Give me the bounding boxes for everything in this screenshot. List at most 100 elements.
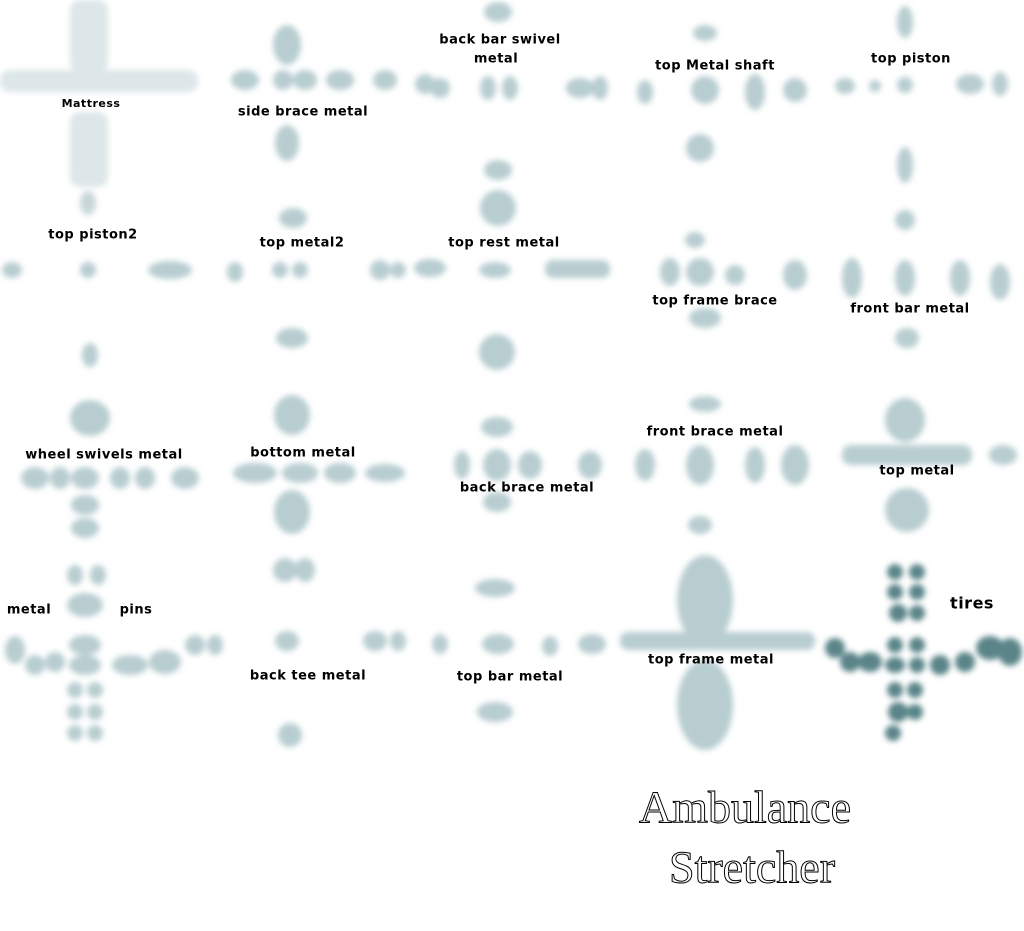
uv-island (688, 516, 712, 534)
uv-island (885, 488, 929, 532)
uv-island (185, 635, 205, 655)
uv-island (620, 632, 815, 650)
uv-island (909, 637, 925, 653)
uv-island (282, 463, 318, 483)
uv-island (326, 70, 354, 90)
uv-island (2, 262, 22, 278)
uv-island (274, 490, 310, 534)
part-label: front brace metal (647, 425, 784, 440)
uv-island (21, 467, 49, 489)
uv-island (930, 655, 950, 675)
uv-island (484, 2, 512, 22)
uv-island (990, 264, 1010, 300)
uv-island (69, 635, 101, 655)
uv-island (955, 652, 975, 672)
part-label: Mattress (62, 97, 121, 110)
uv-island (432, 634, 448, 654)
uv-island (909, 657, 925, 673)
uv-island (67, 704, 83, 720)
part-label: top rest metal (448, 236, 560, 251)
uv-island (897, 6, 913, 38)
uv-island (502, 76, 518, 100)
part-label: back bar swivel (439, 33, 560, 48)
uv-island (689, 396, 721, 412)
labels: Mattress side brace metal back bar swivel m… (7, 33, 994, 685)
uv-island (725, 265, 745, 285)
uv-island (976, 636, 1004, 660)
uv-island (677, 660, 733, 750)
uv-island (171, 467, 199, 489)
uv-island (207, 635, 223, 655)
uv-island (149, 650, 181, 674)
uv-island (67, 593, 103, 617)
uv-island (69, 655, 101, 675)
part-label: wheel swivels metal (25, 448, 182, 463)
uv-island (693, 25, 717, 41)
uv-island (691, 76, 719, 104)
uv-island (950, 260, 970, 296)
uv-island (783, 260, 807, 290)
uv-island (887, 637, 903, 653)
uv-island (745, 74, 765, 110)
uv-island (71, 518, 99, 538)
uv-island (233, 463, 277, 483)
uv-island (231, 70, 259, 90)
uv-island (483, 449, 511, 481)
uv-island (566, 78, 594, 98)
uv-island (480, 76, 496, 100)
uv-island (67, 725, 83, 741)
uv-island (70, 400, 110, 436)
uv-island (87, 682, 103, 698)
uv-island (135, 467, 155, 489)
part-label: top Metal shaft (655, 59, 775, 74)
uv-island (50, 467, 70, 489)
part-label: tires (950, 594, 994, 613)
uv-island (324, 463, 356, 483)
uv-island (869, 80, 881, 92)
uv-island (660, 258, 680, 286)
uv-island (274, 395, 310, 435)
part-label: top frame metal (648, 653, 774, 668)
uv-island (895, 260, 915, 296)
uv-island (909, 584, 925, 600)
uv-island (781, 445, 809, 485)
uv-island (227, 262, 243, 282)
uv-island (475, 579, 515, 597)
uv-island (483, 492, 511, 512)
uv-island (889, 604, 907, 622)
mattress-island (0, 70, 198, 92)
uv-island (840, 652, 860, 672)
part-label: pins (120, 603, 153, 618)
uv-island (542, 636, 558, 656)
uv-island (909, 564, 925, 580)
part-label: top bar metal (457, 670, 563, 685)
uv-island (686, 445, 714, 485)
uv-island (686, 134, 714, 162)
uv-island (87, 725, 103, 741)
uv-island (956, 74, 984, 94)
title-line: Ambulance (639, 782, 851, 833)
uv-island (373, 70, 397, 90)
uv-island (578, 634, 606, 654)
uv-island (907, 704, 923, 720)
uv-island (292, 262, 308, 278)
uv-island (897, 77, 913, 93)
uv-island (82, 343, 98, 367)
uv-island (897, 147, 913, 183)
mattress-island (70, 0, 108, 72)
uv-island (71, 467, 99, 489)
uv-island (909, 605, 925, 621)
part-label: bottom metal (250, 446, 355, 461)
uv-island (480, 190, 516, 226)
uv-island (858, 652, 882, 672)
uv-island (370, 260, 390, 280)
uv-island (635, 449, 655, 481)
uv-island (842, 445, 972, 465)
uv-island (637, 80, 653, 104)
uv-island (273, 25, 301, 65)
uv-island (989, 445, 1017, 465)
part-label: top metal2 (260, 236, 345, 251)
uv-island (479, 262, 511, 278)
uv-island (272, 262, 288, 278)
uv-island (518, 451, 542, 479)
